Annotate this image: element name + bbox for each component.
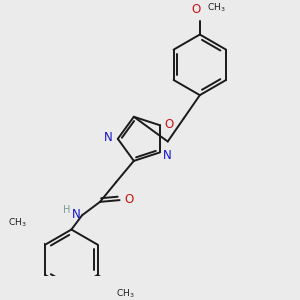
Text: N: N [104, 131, 112, 144]
Text: H: H [63, 205, 70, 215]
Text: O: O [192, 3, 201, 16]
Text: O: O [124, 193, 133, 206]
Text: N: N [163, 148, 172, 162]
Text: CH$_3$: CH$_3$ [8, 216, 26, 229]
Text: CH$_3$: CH$_3$ [116, 287, 135, 300]
Text: O: O [164, 118, 173, 131]
Text: CH$_3$: CH$_3$ [207, 2, 226, 14]
Text: N: N [72, 208, 80, 221]
